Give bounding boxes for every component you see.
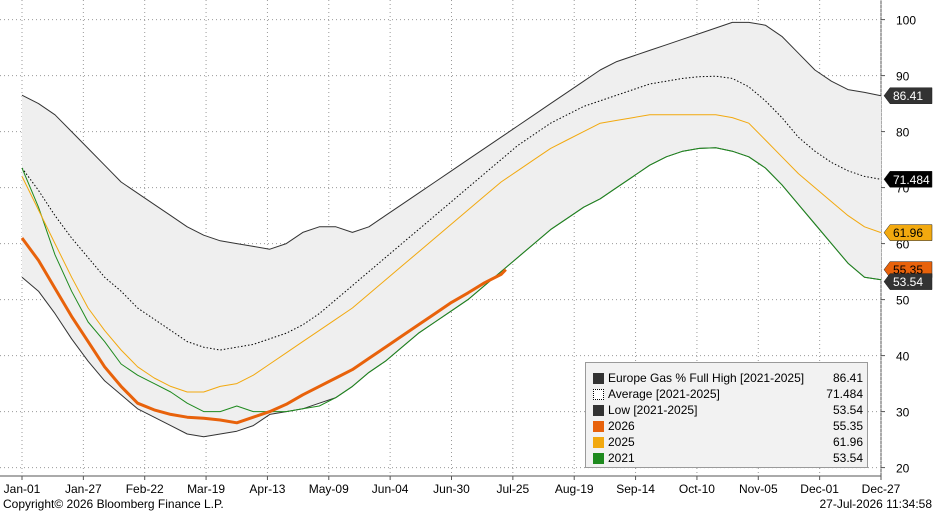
value-tag-label: 61.96	[893, 226, 923, 240]
y-tick-label: 20	[896, 462, 910, 476]
x-tick-label: Dec-27	[862, 482, 901, 496]
legend-item-low: Low [2021-2025] 53.54	[593, 402, 863, 418]
series-line-2025	[21, 114, 882, 393]
series-line-2026	[20, 237, 507, 425]
legend: Europe Gas % Full High [2021-2025] 86.41…	[585, 362, 868, 468]
legend-swatch-2021	[593, 452, 604, 464]
y-tick-label: 40	[896, 350, 910, 364]
y-tick-label: 80	[896, 126, 910, 140]
y-tick-label: 90	[896, 70, 910, 84]
legend-label-2026: 2026	[608, 419, 635, 433]
legend-item-average: Average [2021-2025] 71.484	[593, 386, 863, 402]
legend-swatch-average	[593, 388, 604, 400]
x-tick-label: Mar-19	[187, 482, 225, 496]
x-tick-label: Jan-01	[4, 482, 41, 496]
legend-item-high: Europe Gas % Full High [2021-2025] 86.41	[593, 370, 863, 386]
x-tick-label: Aug-19	[555, 482, 594, 496]
legend-swatch-2026	[593, 420, 604, 432]
legend-swatch-low	[593, 404, 604, 416]
value-tag	[883, 171, 933, 188]
y-tick-label: 50	[896, 294, 910, 308]
copyright-text: Copyright© 2026 Bloomberg Finance L.P.	[3, 497, 224, 511]
x-tick-label: Feb-22	[126, 482, 164, 496]
series-line-europe-gas-full-high-2021-2025	[21, 21, 882, 250]
series-line-average-2021-2025	[21, 75, 882, 351]
legend-swatch-high	[593, 372, 604, 384]
x-tick-label: May-09	[309, 482, 349, 496]
legend-value-low: 53.54	[832, 403, 863, 417]
x-tick-label: Apr-13	[249, 482, 285, 496]
value-tag-label: 71.484	[893, 173, 930, 187]
value-tag	[883, 224, 933, 241]
x-tick-label: Dec-01	[800, 482, 839, 496]
legend-label-2025: 2025	[608, 435, 635, 449]
legend-label-high: Europe Gas % Full High [2021-2025]	[608, 371, 805, 385]
legend-label-low: Low [2021-2025]	[608, 403, 698, 417]
y-tick-label: 100	[896, 14, 916, 28]
legend-value-average: 71.484	[826, 387, 863, 401]
value-tag-label: 86.41	[893, 89, 923, 103]
legend-label-average: Average [2021-2025]	[608, 387, 720, 401]
legend-item-2025: 2025 61.96	[593, 434, 863, 450]
x-tick-label: Sep-14	[616, 482, 655, 496]
legend-value-2025: 61.96	[832, 435, 863, 449]
y-tick-label: 30	[896, 406, 910, 420]
x-tick-label: Jul-25	[497, 482, 530, 496]
legend-value-2021: 53.54	[832, 451, 863, 465]
timestamp-text: 27-Jul-2026 11:34:58	[819, 497, 932, 511]
x-tick-label: Nov-05	[739, 482, 778, 496]
x-tick-label: Oct-10	[679, 482, 715, 496]
value-tag	[883, 87, 933, 104]
legend-swatch-2025	[593, 436, 604, 448]
series-line-2021	[21, 147, 882, 413]
x-tick-label: Jun-04	[372, 482, 409, 496]
legend-value-2026: 55.35	[832, 419, 863, 433]
high-low-band	[22, 22, 881, 437]
legend-item-2021: 2021 53.54	[593, 450, 863, 466]
legend-item-2026: 2026 55.35	[593, 418, 863, 434]
legend-value-high: 86.41	[832, 371, 863, 385]
y-tick-label: 60	[896, 238, 910, 252]
legend-label-2021: 2021	[608, 451, 635, 465]
x-tick-label: Jun-30	[433, 482, 470, 496]
x-tick-label: Jan-27	[65, 482, 102, 496]
value-tag	[883, 273, 933, 290]
value-tag-label: 53.54	[893, 275, 923, 289]
